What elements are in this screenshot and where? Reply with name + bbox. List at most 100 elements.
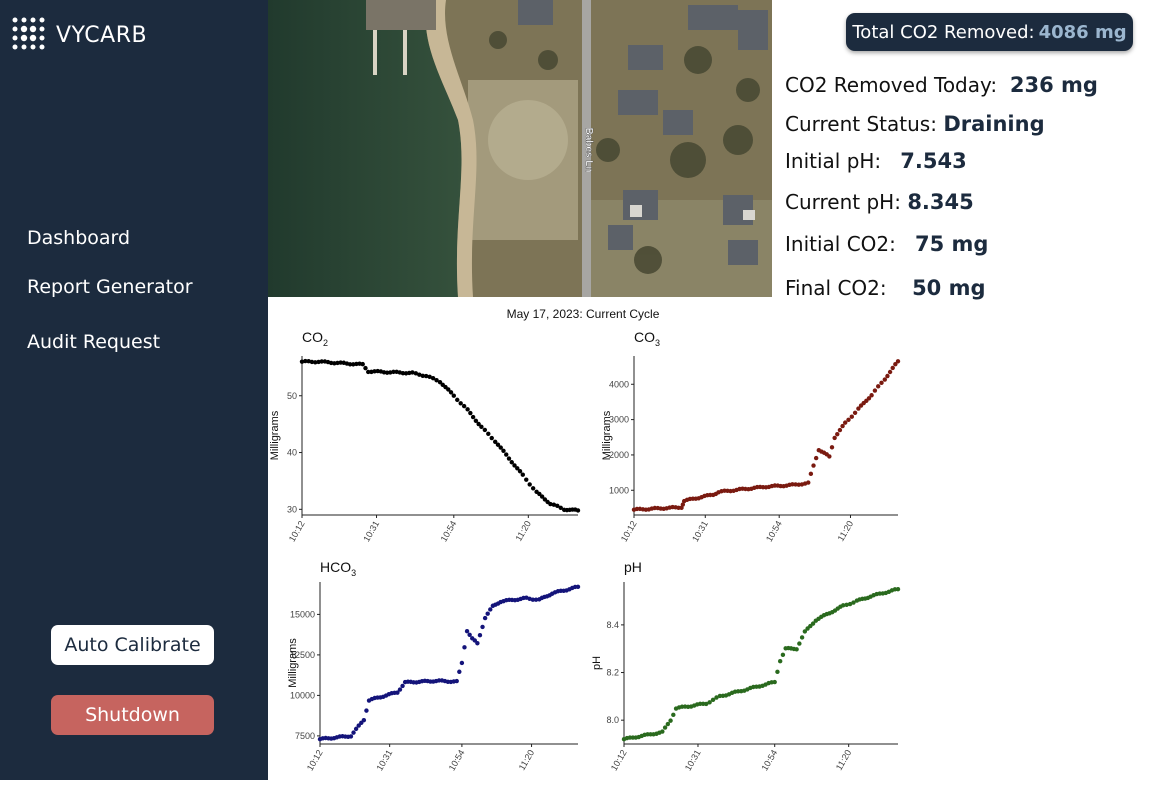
data-point (846, 417, 851, 422)
sidebar: VYCARB Dashboard Report Generator Audit … (0, 0, 268, 780)
data-point (354, 361, 359, 367)
data-point (451, 393, 456, 398)
data-point (852, 410, 858, 416)
stat-label: Initial CO2: (785, 232, 896, 256)
charts-panel: May 17, 2023: Current Cycle CO2 30 40 50 10:… (268, 298, 908, 780)
data-point (551, 502, 557, 507)
data-point (475, 641, 480, 646)
y-tick-label: 50 (287, 391, 297, 401)
data-point (704, 701, 709, 707)
data-point (347, 362, 353, 367)
data-point (353, 726, 359, 732)
data-point (893, 362, 898, 367)
data-point (384, 370, 390, 375)
x-tick-label: 10:54 (764, 519, 784, 544)
nav-item-dashboard[interactable]: Dashboard (27, 227, 131, 249)
data-point (446, 387, 451, 392)
data-point (482, 427, 488, 433)
data-point (501, 448, 506, 453)
shutdown-button[interactable]: Shutdown (51, 695, 214, 735)
data-point (808, 471, 814, 477)
x-tick-label: 10:12 (619, 519, 639, 544)
data-point (856, 406, 861, 411)
data-point (796, 482, 801, 487)
data-point (714, 695, 719, 700)
x-tick-label: 10:12 (305, 748, 325, 773)
y-tick-label: 1000 (609, 485, 629, 495)
data-point (797, 641, 802, 646)
data-point (575, 584, 581, 590)
stat-final-co2: Final CO2: 50 mg (785, 276, 986, 300)
data-point (459, 660, 465, 666)
y-axis-label: Milligrams (269, 410, 281, 460)
x-tick-label: 10:54 (447, 748, 467, 773)
chart-title-co2: CO2 (302, 329, 328, 348)
chart-title-subscript: 3 (351, 568, 356, 578)
data-point (847, 601, 853, 607)
brand[interactable]: VYCARB (12, 17, 147, 53)
x-tick-label: 11:20 (513, 519, 533, 543)
data-point (533, 597, 539, 602)
y-tick-label: 30 (287, 504, 297, 514)
stat-value: 75 mg (914, 232, 989, 256)
dot-grid-logo-icon (12, 17, 45, 50)
stat-label: CO2 Removed Today: (785, 73, 998, 97)
data-point (811, 463, 816, 468)
data-point (400, 370, 406, 376)
y-tick-label: 2000 (609, 450, 629, 460)
nav-item-audit-request[interactable]: Audit Request (27, 331, 161, 353)
data-point (495, 442, 501, 447)
data-point (849, 414, 854, 419)
data-point (885, 373, 890, 379)
stat-current-ph: Current pH: 8.345 (785, 190, 974, 214)
data-point (802, 629, 808, 634)
data-point (366, 369, 371, 375)
data-point (462, 645, 467, 650)
data-point (671, 712, 676, 718)
data-point (420, 373, 425, 379)
data-point (707, 700, 712, 705)
data-point (777, 659, 783, 664)
x-tick-label: 10:12 (287, 519, 307, 544)
data-point (799, 635, 805, 640)
data-point (309, 359, 315, 365)
data-point (876, 384, 881, 389)
data-point (680, 502, 686, 507)
nav-item-report-generator[interactable]: Report Generator (27, 276, 193, 298)
x-tick-label: 11:20 (834, 748, 854, 772)
stat-label: Current pH: (785, 190, 901, 214)
total-co2-label: Total CO2 Removed: (852, 21, 1035, 43)
data-point (793, 482, 798, 487)
y-axis-label: Milligrams (287, 638, 299, 688)
data-point (660, 729, 665, 734)
data-point (364, 708, 369, 713)
data-point (840, 423, 845, 429)
y-tick-label: 10000 (290, 690, 315, 700)
data-point (506, 456, 512, 461)
data-point (360, 361, 365, 367)
data-point (413, 371, 419, 376)
y-tick-label: 15000 (290, 609, 315, 619)
satellite-map[interactable]: Babes Ln (268, 0, 772, 297)
data-point (400, 683, 405, 689)
data-point (480, 624, 485, 630)
data-point (835, 431, 840, 437)
data-point (434, 378, 439, 383)
auto-calibrate-button[interactable]: Auto Calibrate (51, 625, 214, 665)
data-point (810, 621, 816, 626)
data-point (530, 597, 536, 602)
data-point (662, 725, 668, 730)
stat-label: Final CO2: (785, 276, 887, 300)
data-point (539, 494, 545, 499)
data-point (806, 480, 811, 485)
data-point (829, 445, 835, 450)
data-point (895, 359, 901, 364)
stat-value: 7.543 (900, 149, 967, 173)
data-point (461, 403, 467, 409)
data-point (575, 508, 581, 513)
y-tick-label: 3000 (609, 415, 629, 425)
x-tick-label: 10:31 (374, 748, 394, 773)
stat-value: 50 mg (912, 276, 986, 300)
x-tick-label: 10:31 (361, 519, 381, 544)
chart-title-subscript: 2 (323, 338, 328, 348)
